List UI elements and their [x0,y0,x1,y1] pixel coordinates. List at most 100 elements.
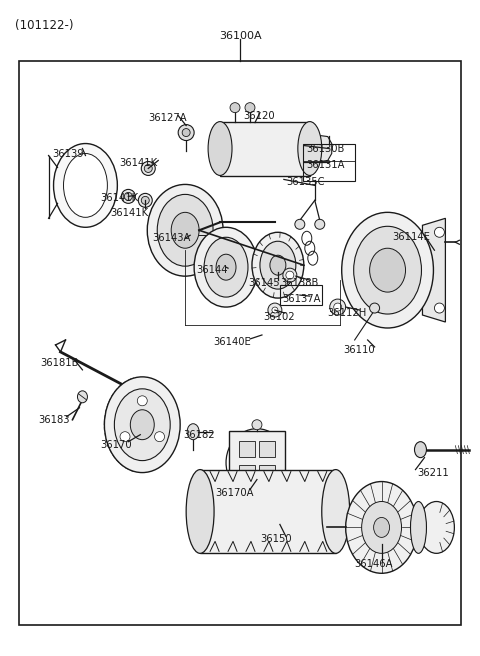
Text: (101122-): (101122-) [15,19,73,32]
Text: 36137A: 36137A [282,294,320,304]
Text: 36139: 36139 [52,148,84,159]
Ellipse shape [286,271,294,279]
Ellipse shape [230,102,240,113]
Ellipse shape [245,102,255,113]
Polygon shape [181,184,189,191]
Polygon shape [147,225,153,234]
Text: 36150: 36150 [260,535,291,544]
Ellipse shape [270,255,286,275]
Ellipse shape [346,482,418,573]
Polygon shape [192,267,201,275]
Bar [280,285,322,305]
Polygon shape [205,194,214,204]
Text: 36120: 36120 [243,111,275,121]
Polygon shape [168,186,176,195]
Ellipse shape [252,420,262,430]
Ellipse shape [434,303,444,313]
Polygon shape [155,255,163,264]
Ellipse shape [171,213,199,248]
Text: 36102: 36102 [263,312,295,322]
Polygon shape [217,230,223,239]
Ellipse shape [260,241,296,289]
Ellipse shape [410,501,426,554]
Text: 36182: 36182 [183,430,215,440]
Polygon shape [149,241,156,251]
Bar [239,464,255,481]
Bar [200,470,336,554]
Ellipse shape [187,424,199,440]
Ellipse shape [330,299,346,315]
Ellipse shape [138,194,152,207]
Ellipse shape [104,377,180,472]
Ellipse shape [141,161,155,175]
Text: 36114E: 36114E [393,232,431,242]
Text: 36183: 36183 [38,415,70,424]
Text: 36100A: 36100A [219,31,261,41]
Ellipse shape [216,255,236,280]
Ellipse shape [298,121,322,175]
Ellipse shape [194,227,258,307]
Ellipse shape [204,237,248,297]
Ellipse shape [268,303,282,317]
Ellipse shape [334,303,342,311]
Polygon shape [204,258,213,268]
Ellipse shape [120,432,130,441]
Polygon shape [156,195,165,205]
Ellipse shape [295,219,305,230]
Ellipse shape [373,518,390,537]
Ellipse shape [315,219,325,230]
Bar [229,431,285,491]
Text: 36143A: 36143A [152,234,191,243]
Polygon shape [166,264,174,274]
Polygon shape [218,224,223,233]
Bar [239,441,255,457]
Ellipse shape [178,125,194,140]
Text: 36141K: 36141K [120,159,157,169]
Polygon shape [213,245,220,255]
Ellipse shape [272,307,278,313]
Polygon shape [149,208,156,218]
Bar [259,464,275,481]
Ellipse shape [124,192,132,200]
Ellipse shape [283,268,297,282]
Ellipse shape [114,389,170,461]
Bar [220,121,310,176]
Ellipse shape [141,196,149,205]
Ellipse shape [252,232,304,298]
Ellipse shape [157,194,213,266]
Ellipse shape [370,248,406,292]
Bar [19,61,461,625]
Ellipse shape [144,165,152,173]
Ellipse shape [361,501,402,554]
Text: 36110: 36110 [344,345,375,355]
Ellipse shape [419,501,455,554]
Ellipse shape [208,121,232,175]
Ellipse shape [186,470,214,554]
Text: 36146A: 36146A [355,560,393,569]
Text: 36145: 36145 [248,278,280,288]
Polygon shape [194,186,203,195]
Ellipse shape [370,303,380,313]
Ellipse shape [77,391,87,403]
Text: 36140E: 36140E [213,337,251,347]
Text: 36181B: 36181B [41,358,79,368]
Ellipse shape [130,410,154,440]
Ellipse shape [322,470,350,554]
Ellipse shape [137,396,147,406]
Bar [303,144,355,182]
Text: 36138B: 36138B [280,278,318,288]
Text: 36144: 36144 [196,265,228,275]
Text: 36135C: 36135C [286,177,324,188]
Polygon shape [214,207,221,217]
Bar [259,441,275,457]
Text: 36170A: 36170A [215,487,253,497]
Text: 36211: 36211 [418,468,449,478]
Ellipse shape [434,227,444,237]
Polygon shape [179,270,187,276]
Ellipse shape [182,129,190,136]
Ellipse shape [342,213,433,328]
Ellipse shape [415,441,426,458]
Text: 36170: 36170 [100,440,132,449]
Ellipse shape [155,432,165,441]
Text: 36141K: 36141K [110,209,148,218]
